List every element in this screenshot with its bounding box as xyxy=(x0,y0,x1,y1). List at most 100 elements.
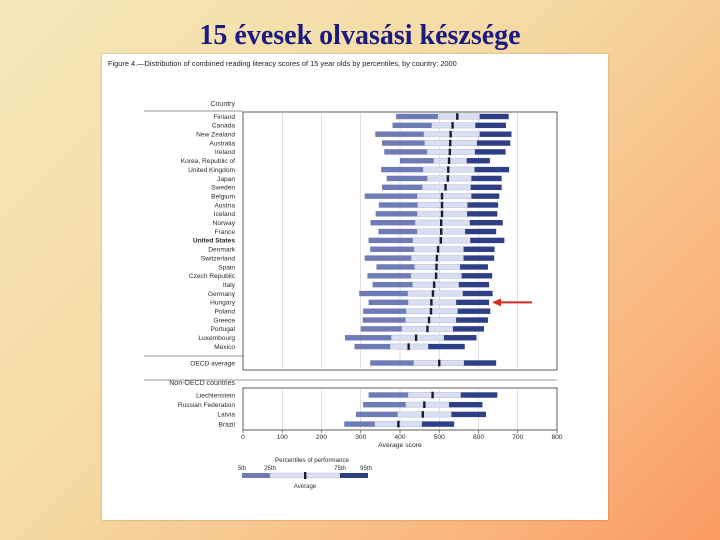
country-label: Hungary xyxy=(210,300,236,307)
country-label: New Zealand xyxy=(196,132,235,139)
country-label: Austria xyxy=(214,202,235,209)
country-label: Luxembourg xyxy=(198,335,235,342)
country-label: Norway xyxy=(213,220,236,227)
country-label: Poland xyxy=(214,309,235,316)
mean-marker xyxy=(436,245,440,253)
slide-title: 15 évesek olvasási készsége xyxy=(199,20,521,51)
mean-marker xyxy=(431,290,435,297)
country-label: Iceland xyxy=(214,211,236,218)
bar-p75-p95 xyxy=(465,228,497,235)
bar-p5-p25 xyxy=(384,149,428,155)
bar-p75-p95 xyxy=(466,158,490,164)
country-label: Russian Federation xyxy=(178,402,236,409)
mean-marker xyxy=(447,157,451,165)
figure-card: Country Non-OECD countries Finland Canada Ne… xyxy=(102,54,608,520)
bar-p75-p95 xyxy=(462,290,493,297)
country-label: Portugal xyxy=(210,326,235,333)
bar-p75-p95 xyxy=(428,343,465,350)
mean-marker xyxy=(426,325,429,333)
country-label: United Kingdom xyxy=(188,167,235,174)
mean-marker xyxy=(423,401,426,408)
mean-marker xyxy=(434,272,438,280)
bar-p75-p95 xyxy=(421,421,455,427)
bar-p75-p95 xyxy=(463,360,497,366)
mean-marker xyxy=(440,228,443,235)
mean-marker xyxy=(440,192,444,200)
bar-p5-p25 xyxy=(360,326,402,332)
bar-p5-p25 xyxy=(400,158,434,164)
mean-marker xyxy=(446,175,450,182)
bar-p25-p75 xyxy=(437,113,480,120)
mean-marker xyxy=(432,281,436,288)
x-tick-label: 700 xyxy=(512,434,523,441)
country-label: Latvia xyxy=(217,412,235,419)
bar-p25-p75 xyxy=(408,392,462,398)
mean-marker xyxy=(435,254,439,262)
x-tick-label: 400 xyxy=(394,434,405,441)
bar-p5-p25 xyxy=(396,113,439,120)
bar-p5-p25 xyxy=(364,193,418,199)
country-label: Sweden xyxy=(211,185,235,192)
bar-p5-p25 xyxy=(376,264,415,270)
bar-p25-p75 xyxy=(412,281,460,288)
mean-marker xyxy=(438,359,441,367)
bar-p75-p95 xyxy=(474,166,510,173)
bar-p25-p75 xyxy=(405,317,457,323)
bar-p75-p95 xyxy=(479,113,509,120)
mean-marker xyxy=(430,299,433,306)
bar-p25-p75 xyxy=(397,411,452,418)
x-axis-title: Average score xyxy=(378,442,422,449)
x-axis: 0 100 200 300 400 500 600 700 800 Average score xyxy=(241,430,563,449)
bar-p5-p25 xyxy=(367,273,411,279)
percentile-bars xyxy=(344,113,512,428)
legend-percentile-label: 95th xyxy=(360,466,372,472)
bar-p5-p25 xyxy=(372,281,413,288)
mean-marker xyxy=(449,139,452,147)
country-column-header: Country xyxy=(210,101,235,108)
mean-marker xyxy=(449,130,452,138)
legend-title: Percentiles of performance xyxy=(275,457,350,464)
arrow-head xyxy=(492,298,501,307)
bar-p75-p95 xyxy=(469,220,503,226)
bar-p75-p95 xyxy=(457,308,491,314)
x-tick-label: 0 xyxy=(241,434,245,441)
bar-p5-p25 xyxy=(368,392,409,398)
bar-p5-p25 xyxy=(392,122,432,129)
x-tick-label: 300 xyxy=(355,434,366,441)
country-label: Liechtenstein xyxy=(196,392,235,399)
mean-marker xyxy=(440,219,443,226)
bar-p75-p95 xyxy=(467,211,498,217)
bar-p75-p95 xyxy=(470,237,505,244)
bar-p25-p75 xyxy=(405,401,450,408)
x-tick-label: 100 xyxy=(277,434,288,441)
mean-marker xyxy=(447,166,450,173)
country-label: Japan xyxy=(217,176,235,183)
bar-p25-p75 xyxy=(407,290,464,297)
mean-marker xyxy=(397,420,400,428)
country-label: Finland xyxy=(213,114,235,121)
bar-p5-p25 xyxy=(354,343,391,350)
country-label: Brazil xyxy=(219,421,236,428)
mean-marker xyxy=(427,316,431,324)
bar-p25-p75 xyxy=(391,334,445,341)
bar-p5-p25 xyxy=(362,317,406,323)
bar-p75-p95 xyxy=(474,149,506,155)
bar-p75-p95 xyxy=(470,184,502,190)
bar-p75-p95 xyxy=(449,402,483,408)
mean-marker xyxy=(448,148,452,156)
bar-p75-p95 xyxy=(460,264,488,270)
mean-marker xyxy=(451,122,454,129)
mean-marker xyxy=(435,263,438,271)
bar-p75-p95 xyxy=(456,317,488,323)
bar-p5-p25 xyxy=(364,255,412,261)
bar-p5-p25 xyxy=(370,246,415,252)
figure-caption: Figure 4.—Distribution of combined readi… xyxy=(108,59,457,68)
bar-p5-p25 xyxy=(386,175,428,182)
bar-p75-p95 xyxy=(443,335,477,341)
percentile-chart: Country Non-OECD countries Finland Canada Ne… xyxy=(144,101,563,490)
legend-percentile-label: 25th xyxy=(264,466,276,472)
country-label: Canada xyxy=(212,123,235,130)
bar-p5-p25 xyxy=(345,335,392,341)
mean-marker xyxy=(421,411,424,418)
bar-p75-p95 xyxy=(456,299,490,306)
